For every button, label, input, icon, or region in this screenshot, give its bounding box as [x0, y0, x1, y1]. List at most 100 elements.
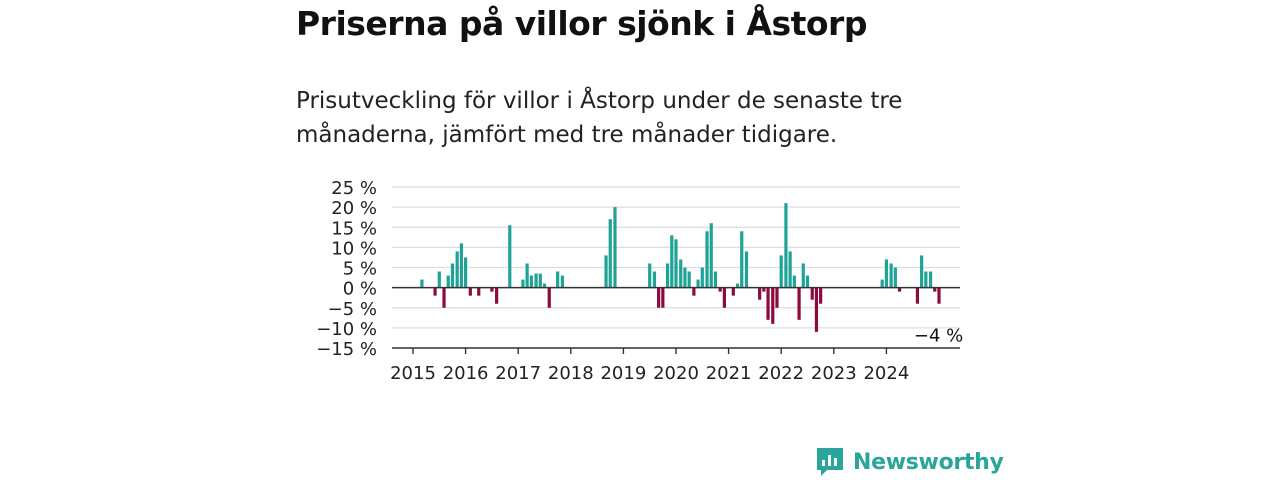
- bar: [713, 271, 718, 288]
- newsworthy-logo: Newsworthy: [815, 446, 1004, 478]
- y-tick-label: −15 %: [316, 339, 377, 360]
- bar: [884, 259, 888, 288]
- bar: [893, 267, 897, 288]
- x-tick-label: 2019: [600, 363, 646, 384]
- bar: [442, 287, 446, 308]
- bar: [700, 267, 704, 288]
- x-tick-label: 2020: [653, 363, 699, 384]
- bar: [920, 255, 924, 288]
- bar: [788, 251, 792, 288]
- x-tick-label: 2017: [495, 363, 541, 384]
- bar: [490, 287, 494, 292]
- bar: [889, 263, 893, 288]
- x-axis-ticks: 2015 2016 2017 2018 2019 2020 2021 2022 2023 2024: [390, 348, 909, 384]
- bar: [705, 231, 709, 288]
- bars: [420, 203, 941, 332]
- bar: [648, 263, 652, 288]
- bar: [709, 223, 713, 288]
- bar: [525, 263, 529, 288]
- bar: [687, 271, 691, 288]
- bar: [437, 271, 441, 288]
- y-tick-label: 25 %: [331, 178, 377, 199]
- bar: [897, 287, 902, 292]
- bar: [604, 255, 608, 288]
- bar: [735, 283, 740, 288]
- bar: [797, 287, 801, 320]
- bar: [674, 239, 678, 288]
- bar: [529, 275, 533, 288]
- bar: [683, 267, 687, 288]
- bar: [810, 287, 814, 300]
- bar: [814, 287, 819, 332]
- y-axis-ticks: 25 %20 %15 %10 %5 %0 %−5 %−10 %−15 %: [316, 178, 377, 360]
- x-tick-label: 2021: [706, 363, 752, 384]
- bar: [766, 287, 770, 320]
- bar: [468, 287, 472, 296]
- bar: [819, 287, 823, 304]
- bar: [779, 255, 783, 288]
- bar: [661, 287, 665, 308]
- bar: [696, 279, 700, 288]
- y-tick-label: −10 %: [316, 319, 377, 340]
- bar: [771, 287, 775, 324]
- bar: [731, 287, 735, 296]
- bar: [477, 287, 481, 296]
- y-tick-label: 0 %: [343, 279, 377, 300]
- bar: [915, 287, 920, 304]
- bar: [608, 219, 612, 288]
- bar: [547, 287, 551, 308]
- page-title: Priserna på villor sjönk i Åstorp: [296, 4, 867, 43]
- bar: [450, 263, 455, 288]
- bar: [459, 243, 463, 288]
- x-tick-label: 2015: [390, 363, 436, 384]
- y-tick-label: −5 %: [328, 299, 377, 320]
- x-tick-label: 2018: [548, 363, 594, 384]
- bar: [542, 283, 547, 288]
- bar: [792, 275, 796, 288]
- bar: [679, 259, 683, 288]
- bar: [933, 287, 937, 292]
- newsworthy-chart-icon: [817, 448, 843, 476]
- bar: [670, 235, 674, 288]
- bar: [652, 271, 657, 288]
- bar: [801, 263, 805, 288]
- bar: [722, 287, 726, 308]
- bar: [534, 273, 538, 288]
- bar: [521, 279, 525, 288]
- bar: [775, 287, 779, 308]
- bar: [692, 287, 696, 296]
- y-tick-label: 20 %: [331, 198, 377, 219]
- x-tick-label: 2016: [443, 363, 489, 384]
- y-tick-label: 10 %: [331, 238, 377, 259]
- bar: [665, 263, 670, 288]
- bar: [613, 207, 617, 288]
- y-tick-label: 5 %: [343, 259, 377, 280]
- logo-text: Newsworthy: [853, 449, 1004, 475]
- bar: [718, 287, 722, 292]
- bar: [508, 225, 512, 288]
- bar: [538, 273, 542, 288]
- bar: [464, 257, 468, 288]
- x-tick-label: 2023: [811, 363, 857, 384]
- bar: [556, 271, 560, 288]
- bar: [495, 287, 499, 304]
- bar: [880, 279, 884, 288]
- bar: [758, 287, 762, 300]
- bar: [420, 279, 424, 288]
- bar: [805, 275, 810, 288]
- bar: [784, 203, 788, 288]
- bar: [744, 251, 749, 288]
- y-tick-label: 15 %: [331, 218, 377, 239]
- bar: [740, 231, 744, 288]
- bar: [560, 275, 564, 288]
- page-subtitle: Prisutveckling för villor i Åstorp under…: [296, 88, 903, 148]
- bar: [924, 271, 928, 288]
- bar: [928, 271, 933, 288]
- bar: [657, 287, 661, 308]
- bar: [455, 251, 459, 288]
- x-tick-label: 2024: [863, 363, 909, 384]
- bar: [433, 287, 437, 296]
- bar: [937, 287, 941, 304]
- x-tick-label: 2022: [758, 363, 804, 384]
